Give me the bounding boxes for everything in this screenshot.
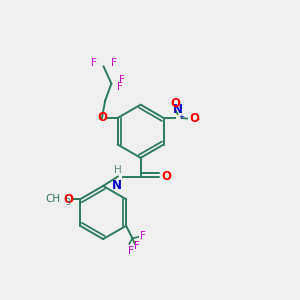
Text: F: F	[111, 58, 117, 68]
Text: 3: 3	[65, 199, 70, 208]
Text: O: O	[97, 112, 107, 124]
Text: +: +	[178, 114, 184, 120]
Text: O: O	[190, 112, 200, 125]
Text: F: F	[117, 82, 123, 92]
Text: O: O	[170, 97, 180, 110]
Text: F: F	[119, 76, 125, 85]
Text: H: H	[114, 165, 122, 175]
Text: F: F	[91, 58, 97, 68]
Text: -: -	[196, 114, 200, 124]
Text: F: F	[140, 231, 146, 241]
Text: F: F	[134, 242, 140, 251]
Text: O: O	[162, 170, 172, 183]
Text: N: N	[112, 179, 122, 192]
Text: F: F	[128, 246, 134, 256]
Text: N: N	[173, 103, 183, 116]
Text: CH: CH	[45, 194, 60, 204]
Text: O: O	[63, 193, 73, 206]
